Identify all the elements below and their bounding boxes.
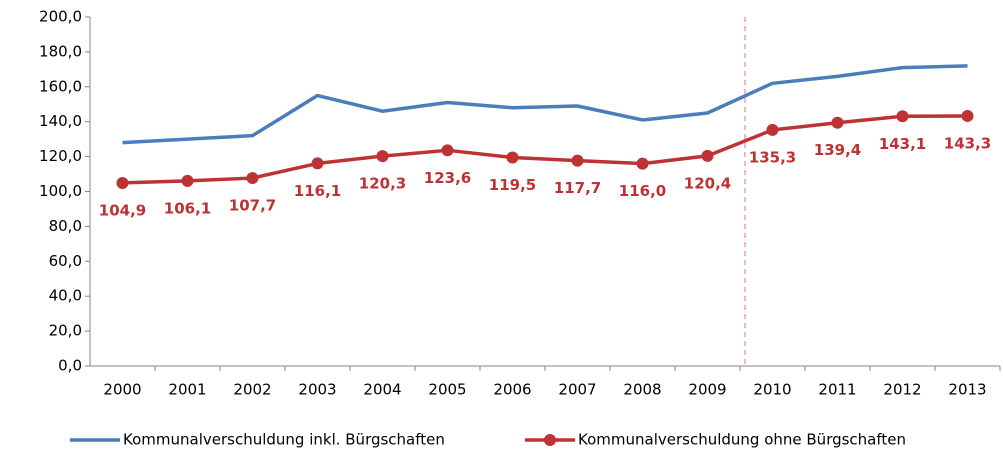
x-tick-label: 2010 [753,381,791,399]
x-tick-label: 2011 [818,381,856,399]
x-tick-label: 2009 [688,381,726,399]
value-label: 107,7 [229,197,276,215]
value-label: 116,1 [294,182,341,200]
value-label: 120,4 [684,174,731,192]
point [311,157,324,170]
value-label: 143,1 [879,135,926,153]
point [116,176,129,189]
legend-marker [544,434,556,446]
value-label: 104,9 [99,201,146,219]
y-tick-label: 120,0 [39,147,82,165]
point [246,172,259,185]
point [441,144,454,157]
x-tick-label: 2006 [493,381,531,399]
value-label: 106,1 [164,199,211,217]
x-tick-label: 2013 [948,381,986,399]
x-tick-label: 2001 [168,381,206,399]
value-label: 120,3 [359,175,406,193]
legend-label: Kommunalverschuldung ohne Bürgschaften [578,431,906,449]
y-tick-label: 200,0 [39,8,82,26]
x-tick-label: 2004 [363,381,401,399]
x-tick-label: 2007 [558,381,596,399]
point [961,109,974,122]
value-label: 116,0 [619,182,666,200]
point [831,116,844,129]
x-tick-label: 2008 [623,381,661,399]
x-tick-label: 2002 [233,381,271,399]
y-tick-label: 20,0 [49,322,82,340]
point [766,123,779,136]
y-tick-label: 180,0 [39,42,82,60]
point [896,110,909,123]
x-tick-label: 2012 [883,381,921,399]
value-label: 117,7 [554,179,601,197]
point [181,174,194,187]
y-tick-label: 40,0 [49,287,82,305]
value-label: 135,3 [749,148,796,166]
x-tick-label: 2000 [103,381,141,399]
series-line [122,114,968,185]
point [571,154,584,167]
y-tick-label: 140,0 [39,112,82,130]
value-label: 139,4 [814,141,861,159]
point [376,150,389,163]
point [636,157,649,170]
x-tick-label: 2005 [428,381,466,399]
y-tick-label: 100,0 [39,182,82,200]
y-tick-label: 0,0 [58,357,82,375]
x-tick-label: 2003 [298,381,336,399]
point [506,151,519,164]
y-tick-label: 80,0 [49,217,82,235]
y-tick-label: 60,0 [49,252,82,270]
legend-label: Kommunalverschuldung inkl. Bürgschaften [123,431,445,449]
value-label: 119,5 [489,176,536,194]
point [701,149,714,162]
series-line [122,64,968,145]
y-tick-label: 160,0 [39,77,82,95]
value-label: 143,3 [944,134,991,152]
value-label: 123,6 [424,169,471,187]
